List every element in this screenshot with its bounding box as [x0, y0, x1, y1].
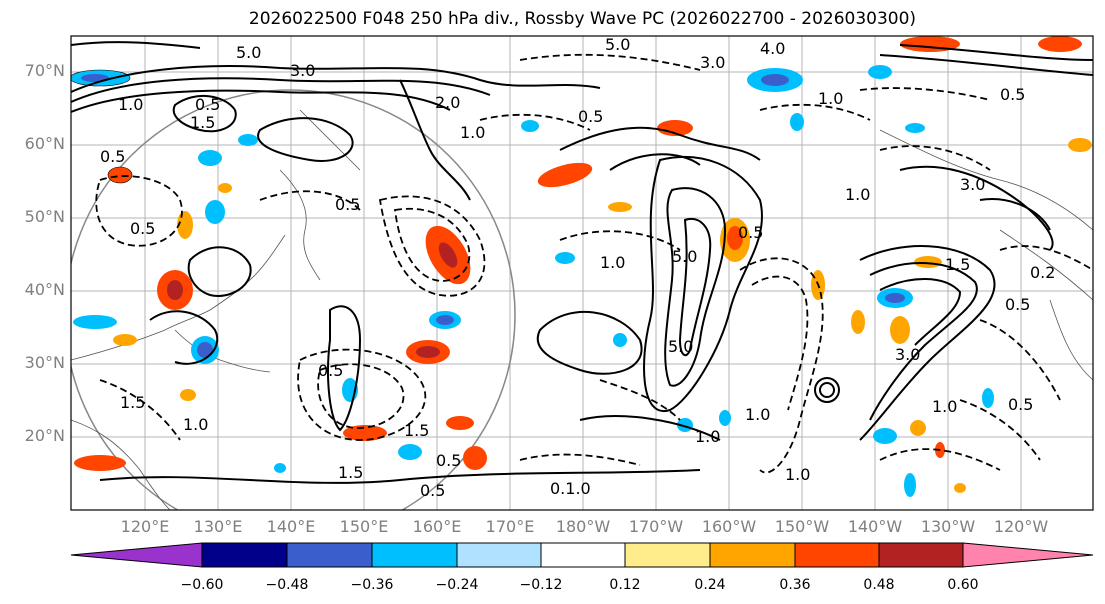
- contour-label: 0.5: [578, 107, 603, 126]
- contour-label: 0.5: [1008, 395, 1033, 414]
- lon-label: 170°E: [485, 517, 535, 536]
- contour-label: 0.5: [1005, 295, 1030, 314]
- lon-label: 120°E: [120, 517, 170, 536]
- contour-label: 0.5: [420, 481, 445, 500]
- colorbar-segment: [709, 542, 796, 568]
- contour-label: 5.0: [672, 247, 697, 266]
- lat-label: 60°N: [24, 134, 65, 153]
- contour-label: 3.0: [700, 53, 725, 72]
- colorbar-tick-label: 0.48: [863, 577, 895, 593]
- contour-label: 1.0: [600, 253, 625, 272]
- contour-label: 2.0: [435, 93, 460, 112]
- colorbar-tick-label: −0.60: [180, 577, 224, 593]
- lat-label: 70°N: [24, 61, 65, 80]
- contours-solid: [71, 41, 1093, 484]
- colorbar: [70, 542, 1094, 568]
- colorbar-tick-label: −0.24: [435, 577, 479, 593]
- colorbar-extend-low: [70, 542, 203, 568]
- colorbar-segment: [371, 542, 458, 568]
- lon-label: 160°W: [701, 517, 757, 536]
- lat-grid: [71, 71, 1093, 438]
- lon-label: 150°E: [339, 517, 389, 536]
- lon-label: 140°E: [266, 517, 316, 536]
- contour-label: 1.5: [120, 393, 145, 412]
- contour-label: 1.5: [404, 421, 429, 440]
- contour-label: 1.0: [845, 185, 870, 204]
- contour-label: 1.0: [785, 465, 810, 484]
- contour-label: 1.0: [118, 95, 143, 114]
- contour-label: 0.1.0: [550, 479, 591, 498]
- lon-label: 140°W: [847, 517, 903, 536]
- map-frame: [70, 35, 1094, 511]
- colorbar-extend-high: [962, 542, 1094, 568]
- lat-label: 30°N: [24, 353, 65, 372]
- contour-label: 0.5: [195, 95, 220, 114]
- colorbar-segment: [201, 542, 288, 568]
- contour-label: 0.5: [738, 223, 763, 242]
- colorbar-segment: [794, 542, 880, 568]
- contour-label-group: 5.0 3.0 2.0 0.5 1.0 1.5 0.5 5.0 4.0 3.0 …: [100, 35, 1055, 500]
- colorbar-tick-label: −0.36: [350, 577, 394, 593]
- contour-label: 5.0: [605, 35, 630, 54]
- lon-label: 150°W: [774, 517, 830, 536]
- map-content: [71, 36, 1093, 510]
- lon-label: 160°E: [412, 517, 462, 536]
- contour-label: 1.5: [945, 255, 970, 274]
- contour-label: 0.5: [100, 147, 125, 166]
- colorbar-tick-label: 0.12: [609, 577, 641, 593]
- lat-label: 40°N: [24, 280, 65, 299]
- contour-label: 5.0: [668, 337, 693, 356]
- map-title: 2026022500 F048 250 hPa div., Rossby Wav…: [248, 9, 917, 29]
- contour-label: 5.0: [236, 43, 261, 62]
- divergence-shading: [71, 36, 1092, 497]
- contour-label: 3.0: [960, 175, 985, 194]
- contour-label: 0.2: [1030, 263, 1055, 282]
- contour-label: 0.5: [130, 219, 155, 238]
- colorbar-tick-label: 0.36: [779, 577, 811, 593]
- contour-label: 1.0: [695, 427, 720, 446]
- contour-label: 1.5: [338, 463, 363, 482]
- contour-label: 1.5: [190, 113, 215, 132]
- contour-label: 4.0: [760, 39, 785, 58]
- contour-label: 1.0: [818, 89, 843, 108]
- contour-label: 3.0: [895, 345, 920, 364]
- lon-label: 130°E: [193, 517, 243, 536]
- contour-label: 0.5: [335, 195, 360, 214]
- contour-label: 1.0: [745, 405, 770, 424]
- contour-label: 0.5: [436, 451, 461, 470]
- lon-label: 170°W: [628, 517, 684, 536]
- contour-label: 3.0: [290, 61, 315, 80]
- lon-label: 180°W: [555, 517, 611, 536]
- colorbar-segment: [540, 542, 626, 568]
- colorbar-tick-label: 0.24: [694, 577, 726, 593]
- phase-circle: [71, 89, 516, 510]
- lat-label: 20°N: [24, 426, 65, 445]
- lon-grid: [144, 36, 1022, 510]
- lon-label: 120°W: [993, 517, 1049, 536]
- contours-dashed: [95, 53, 1093, 474]
- colorbar-tick-label: 0.60: [947, 577, 979, 593]
- colorbar-tick-label: −0.48: [265, 577, 309, 593]
- colorbar-segment: [624, 542, 711, 568]
- colorbar-segment: [286, 542, 373, 568]
- colorbar-segment: [878, 542, 964, 568]
- colorbar-segment: [456, 542, 542, 568]
- contour-label: 1.0: [932, 397, 957, 416]
- lon-label: 130°W: [920, 517, 976, 536]
- contour-label: 1.0: [183, 415, 208, 434]
- contour-label: 0.5: [318, 361, 343, 380]
- colorbar-tick-label: −0.12: [519, 577, 563, 593]
- contour-label: 1.0: [460, 123, 485, 142]
- contour-label: 0.5: [1000, 85, 1025, 104]
- lat-label: 50°N: [24, 207, 65, 226]
